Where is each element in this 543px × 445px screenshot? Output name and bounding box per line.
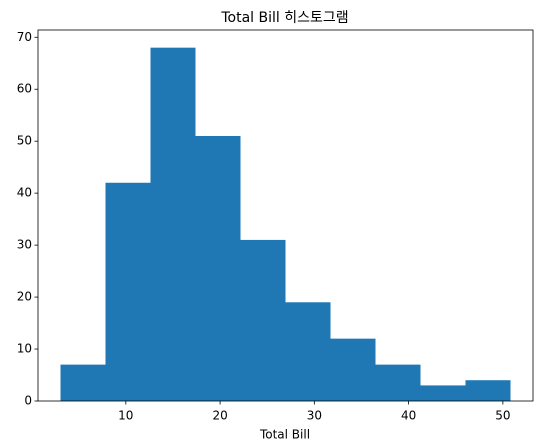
bar: [195, 136, 241, 401]
axes-frame: [37, 29, 534, 402]
y-tick-label: 50: [17, 134, 32, 148]
y-tick-label: 0: [24, 394, 32, 408]
bar: [420, 385, 466, 401]
y-tick-label: 30: [17, 238, 32, 252]
bar: [285, 302, 331, 401]
bar: [375, 364, 421, 401]
bar: [330, 338, 376, 401]
y-tick-label: 60: [17, 82, 32, 96]
y-tick-label: 20: [17, 290, 32, 304]
bar: [105, 182, 151, 401]
chart-title: Total Bill 히스토그램: [220, 10, 348, 26]
x-tick-label: 20: [212, 409, 227, 423]
x-tick-label: 30: [307, 409, 322, 423]
bar: [240, 239, 286, 401]
x-tick-label: 40: [401, 409, 416, 423]
bar: [60, 364, 106, 401]
x-axis-label: Total Bill: [259, 428, 310, 442]
bar: [465, 380, 511, 401]
x-tick-label: 10: [118, 409, 133, 423]
bar: [150, 47, 196, 402]
y-tick-label: 70: [17, 30, 32, 44]
x-tick-label: 50: [495, 409, 510, 423]
y-tick-label: 40: [17, 186, 32, 200]
y-tick-label: 10: [17, 342, 32, 356]
